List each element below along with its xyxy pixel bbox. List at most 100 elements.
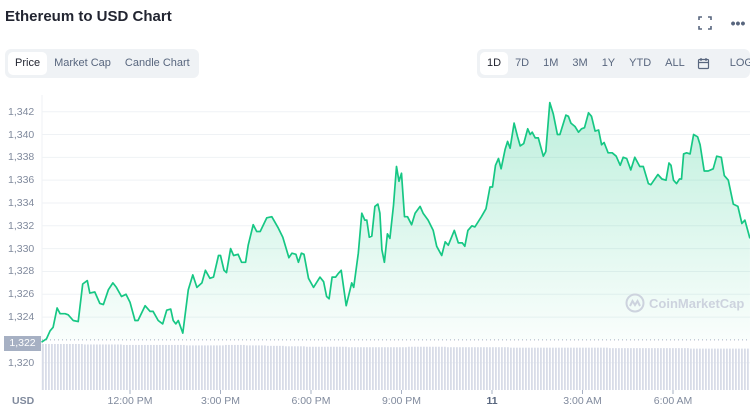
volume-bar — [99, 344, 101, 390]
volume-bar — [174, 344, 176, 390]
volume-bar — [360, 347, 362, 390]
chart-type-tabs: Price Market Cap Candle Chart — [5, 49, 199, 78]
volume-bar — [498, 347, 500, 390]
volume-bar — [96, 344, 98, 390]
volume-bar — [186, 345, 188, 390]
volume-bar — [537, 347, 539, 390]
volume-bar — [267, 345, 269, 390]
volume-bar — [84, 344, 86, 390]
tab-price[interactable]: Price — [8, 52, 48, 75]
volume-bar — [582, 347, 584, 390]
log-toggle[interactable]: LOG — [729, 57, 750, 69]
volume-bar — [312, 346, 314, 390]
volume-bar — [432, 346, 434, 390]
volume-bar — [357, 347, 359, 390]
volume-bar — [504, 347, 506, 390]
volume-bar — [720, 348, 722, 390]
volume-bar — [660, 348, 662, 390]
volume-bar — [48, 344, 50, 390]
volume-bar — [453, 347, 455, 390]
volume-bar — [387, 347, 389, 390]
range-ytd[interactable]: YTD — [629, 57, 652, 69]
tab-candle-chart[interactable]: Candle Chart — [124, 57, 190, 69]
volume-bar — [474, 347, 476, 390]
x-tick-label: 3:00 PM — [200, 395, 241, 407]
volume-bar — [315, 346, 317, 390]
volume-bar — [192, 345, 194, 390]
volume-bar — [441, 346, 443, 390]
volume-bar — [741, 348, 743, 390]
volume-bar — [219, 345, 221, 390]
volume-bar — [687, 348, 689, 390]
expand-icon[interactable] — [696, 14, 714, 32]
volume-bar — [447, 347, 449, 390]
volume-bar — [522, 347, 524, 390]
volume-bar — [705, 348, 707, 390]
volume-bar — [714, 348, 716, 390]
volume-bar — [621, 348, 623, 390]
range-1m[interactable]: 1M — [543, 57, 559, 69]
volume-bar — [693, 348, 695, 390]
volume-bar — [228, 344, 230, 390]
range-3m[interactable]: 3M — [572, 57, 588, 69]
volume-bar — [150, 344, 152, 390]
volume-bar — [600, 347, 602, 390]
volume-bar — [405, 347, 407, 390]
volume-bar — [258, 345, 260, 390]
volume-bar — [480, 347, 482, 390]
volume-bar — [723, 348, 725, 390]
volume-bar — [471, 347, 473, 390]
volume-bar — [729, 348, 731, 390]
volume-bar — [438, 346, 440, 390]
volume-bar — [420, 346, 422, 390]
volume-bar — [618, 348, 620, 390]
volume-bar — [294, 346, 296, 390]
volume-bar — [204, 345, 206, 390]
volume-bar — [141, 344, 143, 390]
volume-bar — [468, 347, 470, 390]
volume-bar — [330, 346, 332, 390]
calendar-icon[interactable] — [692, 52, 715, 75]
volume-bar — [69, 344, 71, 390]
volume-bar — [531, 347, 533, 390]
volume-bar — [423, 346, 425, 390]
volume-bar — [45, 344, 47, 390]
volume-bar — [576, 347, 578, 390]
more-horizontal-icon[interactable]: ••• — [730, 15, 746, 31]
range-7d[interactable]: 7D — [515, 57, 530, 69]
volume-bar — [495, 347, 497, 390]
volume-bar — [483, 347, 485, 390]
volume-bar — [726, 348, 728, 390]
volume-bar — [546, 347, 548, 390]
tab-market-cap[interactable]: Market Cap — [54, 57, 111, 69]
volume-bar — [552, 347, 554, 390]
volume-bar — [156, 344, 158, 390]
volume-bar — [171, 344, 173, 390]
volume-bar — [513, 347, 515, 390]
volume-bar — [345, 346, 347, 390]
volume-bar — [210, 345, 212, 390]
y-tick-label: 1,336 — [8, 174, 35, 187]
volume-bar — [222, 345, 224, 390]
volume-bar — [393, 347, 395, 390]
volume-bar — [603, 347, 605, 390]
range-1d[interactable]: 1D — [480, 52, 509, 75]
range-1y[interactable]: 1Y — [601, 57, 616, 69]
volume-bar — [378, 347, 380, 390]
volume-bar — [645, 348, 647, 390]
volume-bar — [87, 344, 89, 390]
volume-bar — [594, 347, 596, 390]
volume-bar — [336, 346, 338, 390]
y-tick-label: 1,330 — [8, 242, 35, 255]
volume-bar — [636, 348, 638, 390]
volume-bar — [585, 347, 587, 390]
volume-bar — [342, 346, 344, 390]
volume-bar — [648, 348, 650, 390]
volume-bar — [429, 346, 431, 390]
volume-bar — [144, 344, 146, 390]
volume-bar — [54, 344, 56, 390]
volume-bar — [549, 347, 551, 390]
volume-bar — [303, 346, 305, 390]
range-all[interactable]: ALL — [665, 57, 685, 69]
